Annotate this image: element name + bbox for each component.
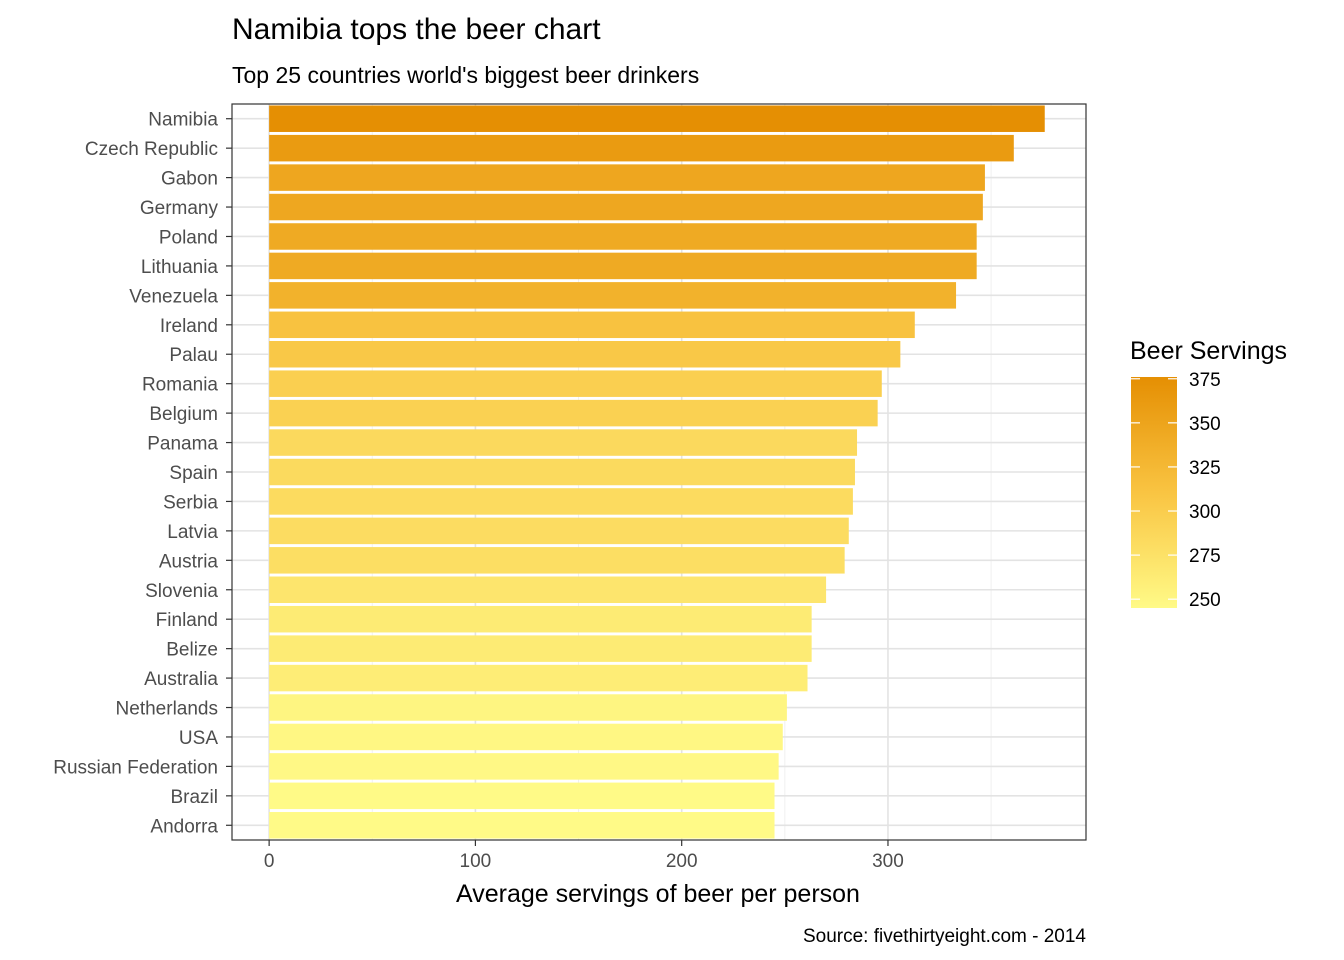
y-tick-label: Czech Republic [85, 139, 218, 160]
bar-belize [269, 635, 812, 662]
y-axis: Namibia Czech Republic Gabon Germany Poland L… [53, 110, 232, 837]
x-tick-label: 200 [666, 851, 698, 872]
bar-namibia [269, 105, 1045, 132]
bar-venezuela [269, 282, 957, 309]
bar-netherlands [269, 694, 787, 721]
y-tick-label: Netherlands [116, 699, 218, 720]
y-tick-label: Slovenia [145, 581, 218, 602]
y-tick-label: Russian Federation [53, 757, 218, 778]
bar-brazil [269, 782, 775, 810]
y-tick-label: Brazil [170, 787, 218, 808]
bar-finland [269, 605, 812, 633]
bar-slovenia [269, 576, 827, 604]
y-tick-label: Serbia [163, 492, 218, 513]
chart-caption: Source: fivethirtyeight.com - 2014 [803, 926, 1086, 947]
y-tick-label: Belgium [149, 404, 218, 425]
y-tick-label: Finland [156, 610, 218, 631]
legend-tick-label: 375 [1189, 370, 1221, 391]
x-tick-label: 0 [264, 851, 275, 872]
legend-colorbar [1131, 377, 1177, 608]
legend: Beer Servings 250 275 300 325 350 375 [1130, 337, 1287, 611]
legend-title: Beer Servings [1130, 337, 1287, 365]
x-tick-label: 100 [460, 851, 492, 872]
bar-romania [269, 370, 882, 397]
y-tick-label: Spain [169, 463, 218, 484]
y-tick-label: Lithuania [141, 257, 219, 278]
bar-lithuania [269, 252, 977, 280]
y-tick-label: USA [179, 728, 218, 749]
y-tick-label: Ireland [160, 316, 218, 337]
bar-czech-republic [269, 134, 1014, 162]
bars [269, 105, 1045, 839]
bar-australia [269, 664, 808, 692]
y-tick-label: Latvia [167, 522, 218, 543]
bar-germany [269, 193, 983, 221]
legend-tick-label: 300 [1189, 502, 1221, 523]
x-tick-label: 300 [872, 851, 904, 872]
y-tick-label: Australia [144, 669, 218, 690]
y-tick-label: Namibia [148, 110, 218, 131]
x-axis-title: Average servings of beer per person [456, 880, 860, 908]
y-tick-label: Gabon [161, 169, 218, 190]
legend-tick-label: 250 [1189, 590, 1221, 611]
bar-palau [269, 340, 901, 368]
y-tick-label: Poland [159, 227, 218, 248]
bar-russian-federation [269, 753, 779, 780]
legend-tick-label: 325 [1189, 458, 1221, 479]
y-tick-label: Austria [159, 551, 219, 572]
y-tick-label: Panama [147, 434, 218, 455]
chart-title: Namibia tops the beer chart [232, 13, 601, 46]
legend-tick-label: 275 [1189, 546, 1221, 567]
bar-poland [269, 223, 977, 250]
legend-ticks: 250 275 300 325 350 375 [1131, 370, 1221, 611]
bar-usa [269, 723, 783, 751]
bar-latvia [269, 517, 849, 545]
bar-ireland [269, 311, 915, 339]
bar-belgium [269, 399, 878, 427]
legend-tick-label: 350 [1189, 414, 1221, 435]
bar-austria [269, 547, 845, 574]
bar-gabon [269, 164, 985, 191]
bar-andorra [269, 812, 775, 839]
y-tick-label: Venezuela [129, 286, 218, 307]
bar-spain [269, 458, 855, 486]
bar-panama [269, 429, 858, 456]
y-tick-label: Andorra [150, 816, 218, 837]
x-axis: 0 100 200 300 [264, 840, 904, 872]
y-tick-label: Palau [169, 345, 218, 366]
y-tick-label: Romania [142, 375, 218, 396]
bar-serbia [269, 488, 853, 515]
chart-subtitle: Top 25 countries world's biggest beer dr… [232, 62, 699, 88]
y-tick-label: Germany [140, 198, 219, 219]
y-tick-label: Belize [166, 640, 218, 661]
